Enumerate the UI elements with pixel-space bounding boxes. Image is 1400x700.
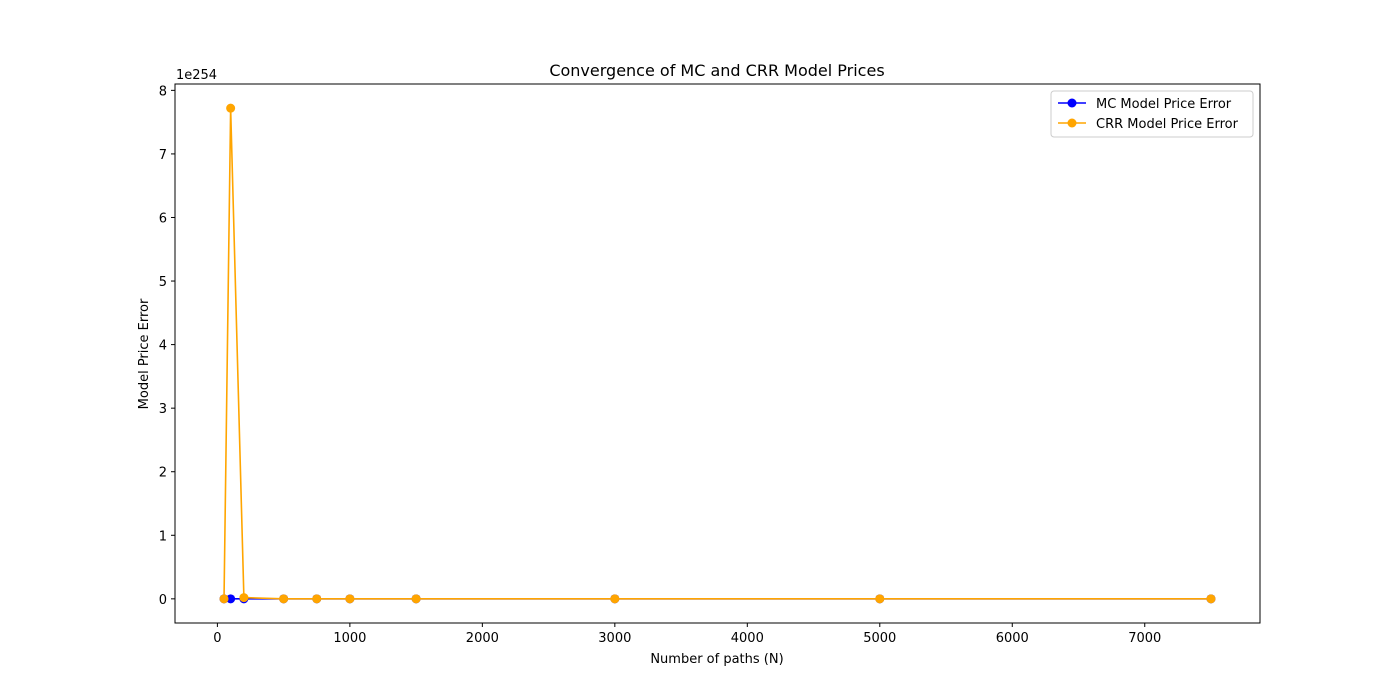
- series-2-point: [219, 594, 229, 604]
- legend-marker-1: [1067, 98, 1077, 108]
- series-2-point: [610, 594, 620, 604]
- series-2-point: [411, 594, 421, 604]
- series-2-point: [279, 594, 289, 604]
- y-tick-label: 1: [159, 529, 167, 544]
- series-1-point: [226, 594, 236, 604]
- x-tick-label: 6000: [996, 631, 1029, 646]
- legend-frame: [1050, 90, 1254, 138]
- chart-title: Convergence of MC and CRR Model Prices: [549, 61, 884, 80]
- series-2-point: [239, 593, 249, 603]
- y-tick-label: 7: [159, 148, 167, 163]
- x-tick-label: 4000: [731, 631, 764, 646]
- x-axis-title: Number of paths (N): [650, 652, 783, 667]
- y-axis-title: Model Price Error: [137, 298, 152, 409]
- y-tick-label: 6: [159, 211, 167, 226]
- legend-marker-2: [1067, 118, 1077, 128]
- series-2-point: [1206, 594, 1216, 604]
- y-tick-label: 8: [159, 84, 167, 99]
- y-tick-label: 3: [159, 402, 167, 417]
- y-tick-label: 4: [159, 339, 167, 354]
- y-offset-label: 1e254: [176, 68, 217, 83]
- x-tick-label: 1000: [333, 631, 366, 646]
- series-line-2: [223, 108, 1211, 600]
- x-tick-label: 5000: [863, 631, 896, 646]
- series-2-point: [226, 103, 236, 113]
- legend-label-1: MC Model Price Error: [1096, 97, 1232, 112]
- legend-label-2: CRR Model Price Error: [1096, 117, 1239, 132]
- x-tick-label: 7000: [1128, 631, 1161, 646]
- x-tick-label: 0: [213, 631, 221, 646]
- y-tick-label: 0: [159, 593, 167, 608]
- y-tick-label: 2: [159, 466, 167, 481]
- legend: MC Model Price Error CRR Model Price Erro…: [1050, 90, 1254, 138]
- x-tick-label: 2000: [466, 631, 499, 646]
- plot-area: [219, 103, 1216, 604]
- y-ticks: 0 1 2 3 4 5 6 7 8: [159, 84, 175, 608]
- series-2-point: [875, 594, 885, 604]
- series-2-point: [345, 594, 355, 604]
- series-2-point: [312, 594, 322, 604]
- plot-frame: [174, 83, 1261, 624]
- x-tick-label: 3000: [598, 631, 631, 646]
- x-ticks: 0 1000 2000 3000 4000 5000 6000 7000: [213, 623, 1161, 646]
- y-tick-label: 5: [159, 275, 167, 290]
